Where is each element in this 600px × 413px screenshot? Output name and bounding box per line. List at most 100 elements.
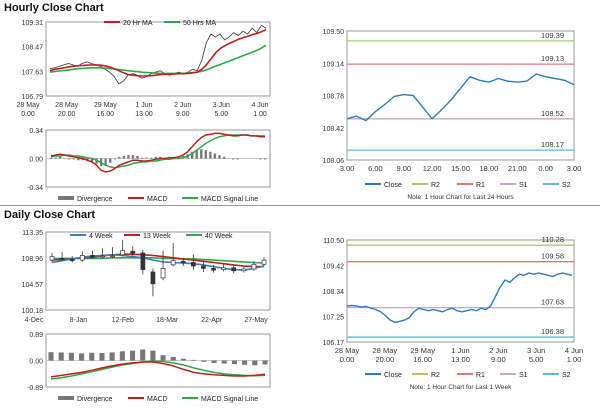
divergence-bar: [150, 350, 156, 361]
level-label-s1: 108.52: [541, 109, 564, 118]
level-label-r2: 110.28: [542, 235, 564, 244]
divergence-bar: [127, 155, 130, 159]
y-tick-label: 106.79: [22, 94, 44, 101]
candle-body: [160, 268, 166, 279]
x-tick-label: 3.00: [567, 164, 582, 173]
divergence-bar: [136, 155, 139, 159]
x-tick-label: 28 May: [55, 102, 78, 109]
divergence-bar: [204, 150, 207, 159]
divergence-bar: [68, 352, 74, 361]
x-tick-label: 29 May: [94, 102, 117, 109]
hourly-24h-chart: 108.06 108.42 108.78 109.14 109.50 109.39 109.…: [323, 29, 582, 201]
candle-body: [251, 263, 257, 270]
divergence-bar: [231, 158, 235, 160]
candle-body: [59, 258, 65, 260]
level-label-r1: 109.58: [541, 252, 564, 261]
legend-label: S2: [562, 182, 571, 189]
divergence-bar: [118, 156, 121, 159]
divergence-bar: [209, 151, 212, 159]
divergence-bar: [263, 158, 267, 160]
x-tick-label: 9.00: [176, 111, 190, 118]
x-tick-label: 15.00: [451, 164, 470, 173]
x-tick-label: 12.00: [423, 164, 442, 173]
candle-body: [140, 252, 146, 270]
divergence-bar: [140, 157, 144, 159]
legend-label: MACD: [147, 196, 168, 203]
y-tick-label: 107.63: [22, 69, 44, 76]
y-tick-label: -0.34: [27, 185, 43, 192]
x-tick-label: 0.00: [538, 164, 553, 173]
x-tick-label: 3 Jun: [527, 346, 545, 355]
x-tick-label: 21.00: [508, 164, 527, 173]
legend-label: R1: [476, 182, 485, 189]
divergence-bar: [49, 157, 53, 159]
legend-label: Close: [384, 182, 402, 189]
divergence-bar: [236, 158, 239, 160]
x-tick-label: 9.00: [396, 164, 411, 173]
hourly-macd-chart: -0.34 0.00 0.34 Divergence MACD MACD Signal L…: [27, 128, 271, 203]
divergence-bar: [104, 158, 107, 166]
candle-body: [261, 259, 267, 265]
level-label-r1: 109.13: [541, 54, 564, 63]
divergence-bar: [218, 155, 221, 159]
candle-body: [221, 267, 226, 270]
y-tick-label: 0.00: [29, 157, 43, 164]
divergence-bar: [221, 360, 227, 364]
ma50-line: [49, 44, 267, 75]
level-label-s2: 106.38: [541, 327, 564, 336]
legend-label: Close: [384, 372, 402, 379]
divergence-bar: [231, 360, 237, 365]
x-tick-label: 18-Mar: [156, 317, 179, 324]
x-tick-label: 2 Jun: [489, 346, 507, 355]
x-tick-label: 1.00: [253, 111, 267, 118]
y-tick-label: 109.50: [323, 29, 345, 36]
candle-body: [90, 255, 95, 258]
legend-label: S1: [519, 182, 528, 189]
x-tick-label: 22-Apr: [201, 317, 223, 324]
candle-body: [241, 268, 247, 272]
x-tick-label: 16.00: [97, 111, 115, 118]
divergence-bar: [109, 158, 112, 163]
legend-label: Divergence: [77, 196, 113, 203]
x-tick-label: 1 Jun: [135, 102, 152, 109]
y-tick-label: 109.14: [323, 61, 345, 68]
x-tick-label: 28 May: [373, 346, 398, 355]
chart-note: Note: 1 Hour Chart for Last 1 Week: [410, 384, 513, 391]
divergence-bar: [77, 158, 80, 161]
candle-body: [170, 260, 176, 266]
candle-body: [130, 250, 136, 254]
legend-label: MACD: [147, 396, 168, 403]
y-tick-label: 107.25: [323, 315, 345, 322]
y-tick-label: 108.34: [323, 289, 345, 296]
divergence-bar: [58, 352, 64, 361]
daily-week-chart: 106.17 107.25 108.34 109.42 110.50 110.28 109.…: [323, 235, 584, 391]
candle-body: [49, 256, 55, 261]
divergence-bar: [150, 157, 153, 159]
x-tick-label: 4 Jun: [565, 346, 583, 355]
x-tick-label: 12-Feb: [112, 317, 134, 324]
divergence-bar: [177, 156, 180, 159]
divergence-bar: [58, 156, 62, 159]
divergence-bar: [213, 153, 217, 159]
y-tick-label: 113.35: [22, 230, 43, 237]
y-tick-label: 109.31: [22, 20, 44, 27]
w4-line: [51, 253, 265, 272]
candle-body: [100, 255, 105, 258]
daily-macd-chart: -0.89 0.00 0.89 Divergence MACD MACD Signal L…: [27, 332, 271, 403]
x-tick-label: 18.00: [479, 164, 498, 173]
legend-label: R1: [476, 372, 485, 379]
candle-body: [190, 262, 196, 267]
level-label-s2: 108.17: [541, 140, 564, 149]
y-tick-label: 0.34: [29, 128, 43, 135]
divergence-bar: [99, 353, 105, 361]
candle-body: [79, 255, 85, 261]
y-tick-label: 108.96: [22, 256, 44, 263]
legend-label: 20 Hr MA: [123, 20, 153, 27]
x-tick-label: 6.00: [368, 164, 383, 173]
candle-body: [180, 260, 186, 263]
divergence-bar: [262, 360, 268, 365]
close-line: [346, 73, 575, 122]
divergence-bar: [145, 157, 148, 159]
legend-label: S2: [562, 372, 571, 379]
x-tick-label: 9.00: [491, 355, 506, 364]
